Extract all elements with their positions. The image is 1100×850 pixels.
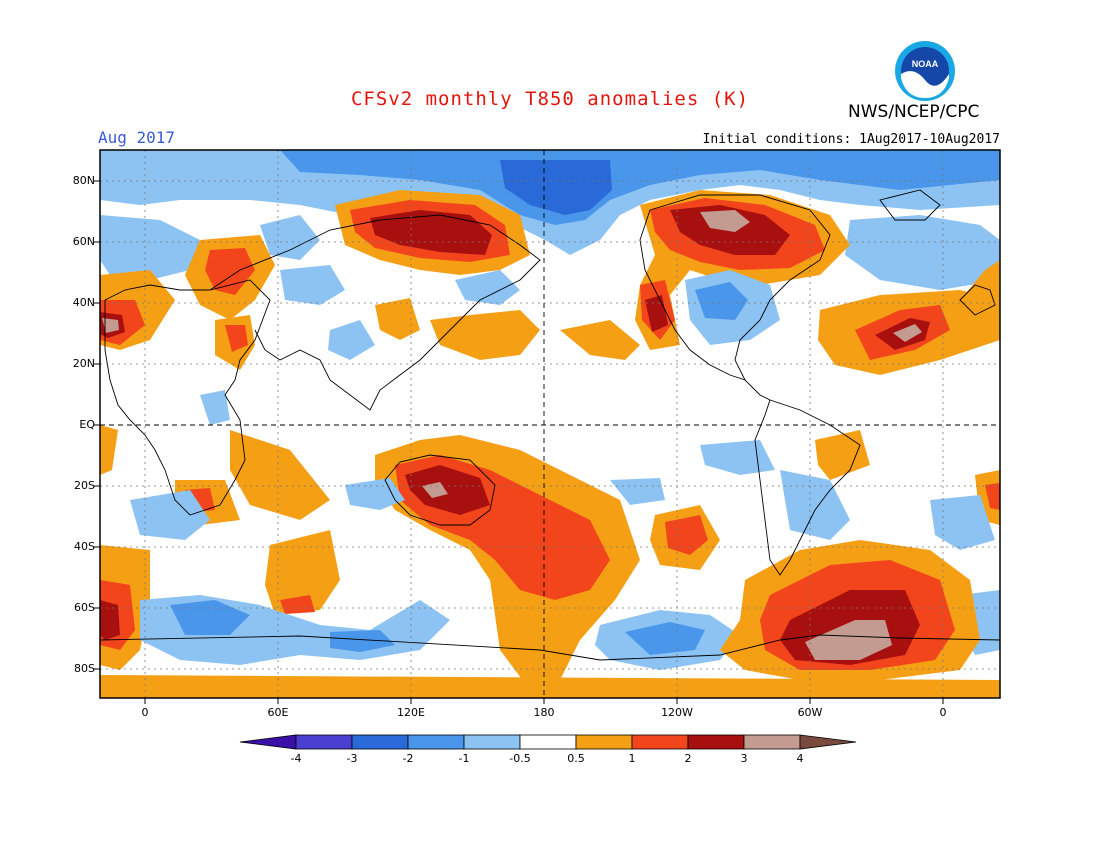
lon-label: 60E [267, 706, 289, 719]
colorbar-swatch [687, 734, 745, 750]
north-america-warm-anomaly [635, 190, 850, 350]
north-atlantic-warm-anomaly [818, 290, 1000, 375]
south-atlantic-warm-anomaly [100, 540, 1000, 698]
colorbar-tick-label: -0.5 [509, 752, 531, 765]
colorbar-tick-label: 3 [740, 752, 748, 765]
colorbar-arrow-low [239, 734, 297, 750]
lon-label: 120E [397, 706, 425, 719]
southern-cool-anomaly [130, 440, 1000, 670]
southern-hemisphere-anomalies [100, 425, 1000, 690]
lon-label: 0 [939, 706, 947, 719]
agency-label: NWS/NCEP/CPC [848, 102, 980, 122]
colorbar-tick-label: 2 [684, 752, 692, 765]
coastlines [100, 189, 1000, 661]
lat-label: 60N [72, 235, 95, 248]
lon-label: 60W [797, 706, 823, 719]
forecast-month: Aug 2017 [98, 128, 176, 147]
asia-cool-anomaly [200, 265, 520, 425]
noaa-logo-icon: NOAA [895, 41, 955, 101]
colorbar-tick-label: 0.5 [567, 752, 585, 765]
lat-label: 40N [72, 296, 95, 309]
colorbar-swatch [743, 734, 801, 750]
lon-label: 120W [661, 706, 693, 719]
lat-label: 20S [74, 479, 95, 492]
lat-label: 20N [72, 357, 95, 370]
initial-conditions: Initial conditions: 1Aug2017-10Aug2017 [702, 132, 1000, 147]
lat-label: 40S [74, 540, 95, 553]
lat-label: 80S [74, 662, 95, 675]
colorbar-tick-label: 1 [628, 752, 636, 765]
map-frame [99, 149, 1001, 699]
arctic-cold-anomaly [100, 150, 1000, 290]
lon-label: 180 [533, 706, 555, 719]
colorbar-tick-label: -1 [458, 752, 470, 765]
colorbar-swatch [519, 734, 577, 750]
colorbar-swatch [631, 734, 689, 750]
eurasia-warm-anomaly [100, 190, 1000, 370]
north-america-cool-anomaly [685, 270, 780, 345]
lat-label: EQ [79, 418, 95, 431]
map-title: CFSv2 monthly T850 anomalies (K) [350, 88, 750, 110]
colorbar-swatch [351, 734, 409, 750]
lat-label: 80N [72, 174, 95, 187]
colorbar-tick-label: -4 [290, 752, 302, 765]
colorbar-tick-label: 4 [796, 752, 804, 765]
colorbar-swatch [575, 734, 633, 750]
colorbar-arrow-high [799, 734, 857, 750]
colorbar-swatch [295, 734, 353, 750]
colorbar-swatch [463, 734, 521, 750]
colorbar-tick-label: -2 [402, 752, 414, 765]
graticule [100, 150, 1000, 698]
colorbar-swatch [407, 734, 465, 750]
noaa-logo-text: NOAA [912, 59, 939, 69]
lon-label: 0 [141, 706, 149, 719]
colorbar-tick-label: -3 [346, 752, 358, 765]
lat-label: 60S [74, 601, 95, 614]
